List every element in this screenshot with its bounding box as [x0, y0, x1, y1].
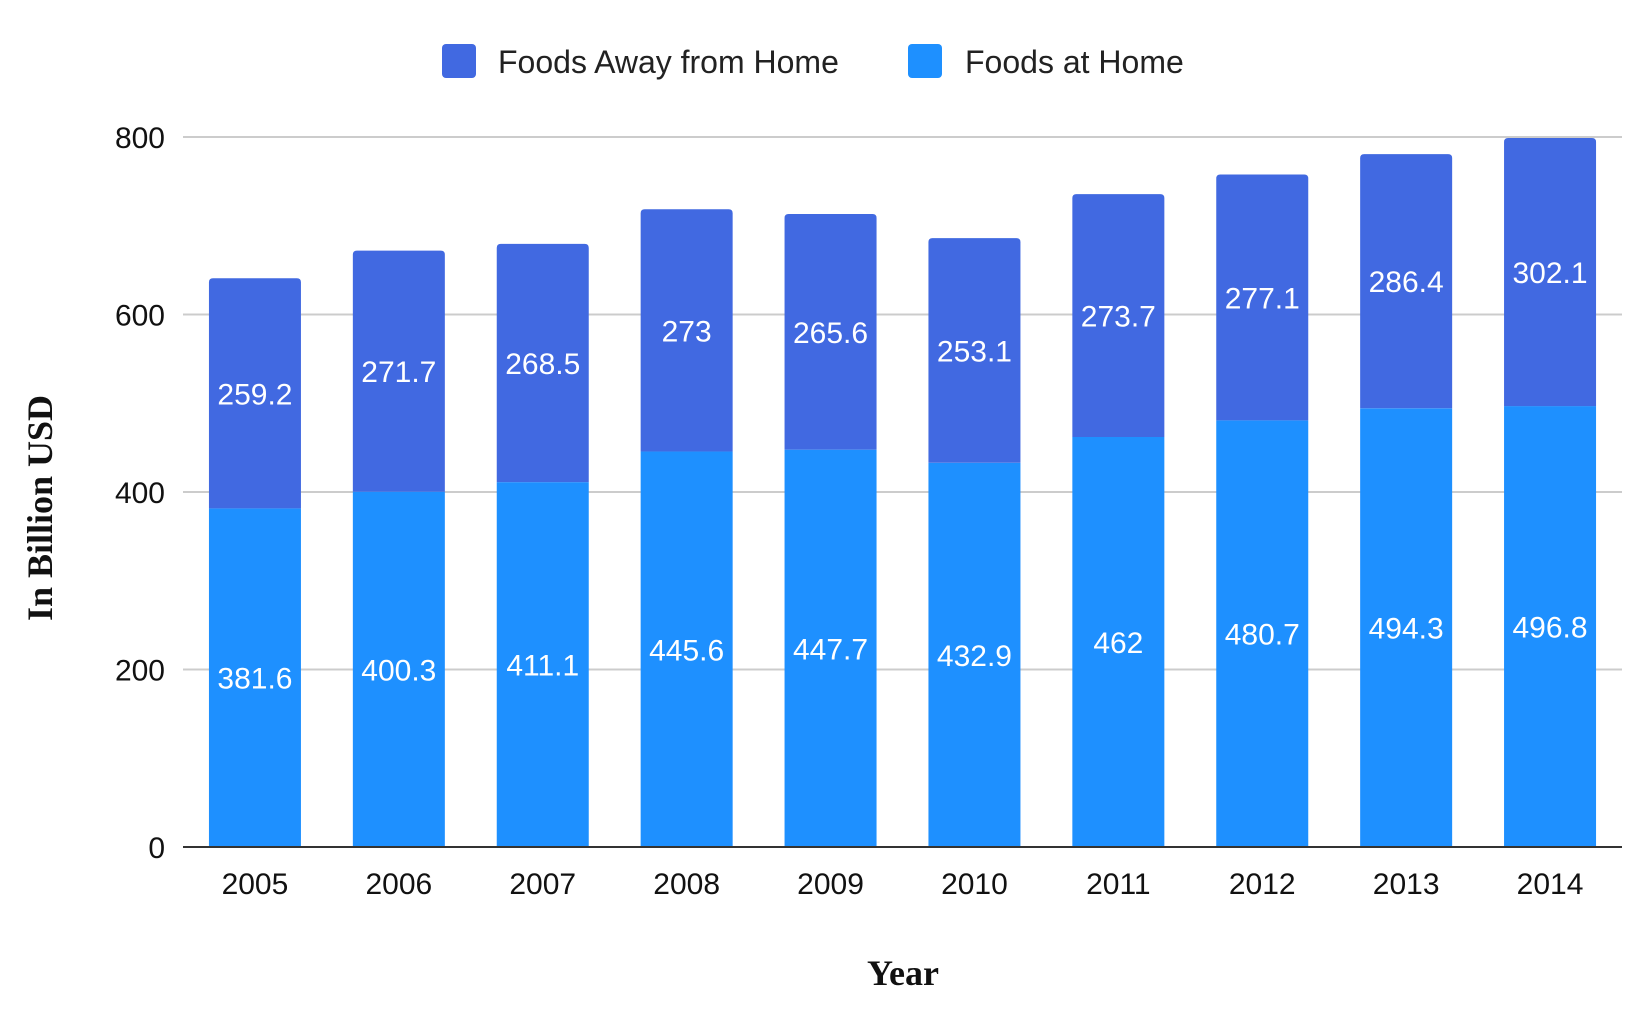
bar-foods-away-from-home — [1216, 174, 1309, 421]
data-label-foods-away-from-home: 273 — [662, 315, 712, 348]
y-tick-label: 200 — [115, 655, 165, 688]
bar-foods-at-home — [1504, 406, 1597, 847]
legend-swatch-foods-away — [442, 44, 476, 78]
bar-foods-at-home — [928, 462, 1021, 847]
data-labels: 381.6 259.2 400.3 271.7 411.1 268.5 445.6 273 44… — [217, 257, 1587, 696]
x-tick-label: 2012 — [1229, 868, 1296, 901]
data-label-foods-at-home: 462 — [1093, 627, 1143, 660]
data-label-foods-at-home: 494.3 — [1369, 613, 1444, 646]
data-label-foods-away-from-home: 302.1 — [1513, 257, 1588, 290]
data-label-foods-at-home: 381.6 — [217, 663, 292, 696]
legend-swatch-foods-home — [908, 44, 942, 78]
y-tick-label: 800 — [115, 122, 165, 155]
data-label-foods-at-home: 432.9 — [937, 640, 1012, 673]
data-label-foods-at-home: 496.8 — [1513, 612, 1588, 645]
legend-label-foods-home: Foods at Home — [965, 44, 1184, 80]
x-tick-label: 2010 — [941, 868, 1008, 901]
x-tick-labels: 2005 2006 2007 2008 2009 2010 2011 2012 2013 2014 — [222, 868, 1584, 901]
bar-foods-at-home — [208, 508, 301, 847]
y-tick-label: 400 — [115, 477, 165, 510]
data-label-foods-at-home: 445.6 — [649, 634, 724, 667]
x-tick-label: 2005 — [222, 868, 289, 901]
bar-foods-away-from-home — [784, 213, 877, 450]
bar-foods-at-home — [1360, 408, 1453, 847]
data-label-foods-at-home: 480.7 — [1225, 619, 1300, 652]
x-tick-label: 2006 — [365, 868, 432, 901]
x-axis-title: Year — [867, 953, 939, 993]
data-label-foods-away-from-home: 253.1 — [937, 335, 1012, 368]
bar-foods-away-from-home — [1360, 154, 1453, 409]
data-label-foods-away-from-home: 259.2 — [217, 378, 292, 411]
bar-foods-at-home — [640, 451, 733, 847]
bar-foods-away-from-home — [496, 243, 589, 483]
bar-foods-at-home — [352, 491, 445, 847]
data-label-foods-away-from-home: 286.4 — [1369, 266, 1444, 299]
bar-foods-away-from-home — [928, 238, 1021, 463]
y-tick-labels: 0 200 400 600 800 — [115, 122, 165, 865]
bar-foods-at-home — [1072, 436, 1165, 847]
bar-foods-at-home — [1216, 420, 1309, 847]
data-label-foods-at-home: 400.3 — [361, 654, 436, 687]
bar-foods-away-from-home — [1072, 194, 1165, 437]
data-label-foods-away-from-home: 271.7 — [361, 356, 436, 389]
x-tick-label: 2008 — [653, 868, 720, 901]
y-tick-label: 0 — [148, 832, 165, 865]
y-axis-title: In Billion USD — [20, 395, 60, 621]
bar-foods-at-home — [784, 449, 877, 847]
legend: Foods Away from Home Foods at Home — [442, 44, 1184, 80]
x-tick-label: 2007 — [509, 868, 576, 901]
bar-foods-away-from-home — [640, 209, 733, 452]
data-label-foods-away-from-home: 273.7 — [1081, 301, 1156, 334]
bar-foods-away-from-home — [1504, 137, 1597, 407]
data-label-foods-away-from-home: 268.5 — [505, 348, 580, 381]
x-tick-label: 2014 — [1517, 868, 1584, 901]
bar-foods-away-from-home — [208, 278, 301, 509]
bars — [208, 137, 1597, 847]
data-label-foods-at-home: 411.1 — [506, 650, 579, 683]
x-tick-label: 2013 — [1373, 868, 1440, 901]
y-tick-label: 600 — [115, 300, 165, 333]
data-label-foods-away-from-home: 265.6 — [793, 317, 868, 350]
x-tick-label: 2009 — [797, 868, 864, 901]
data-label-foods-at-home: 447.7 — [793, 633, 868, 666]
bar-foods-at-home — [496, 482, 589, 847]
legend-label-foods-away: Foods Away from Home — [498, 44, 839, 80]
data-label-foods-away-from-home: 277.1 — [1225, 282, 1300, 315]
x-tick-label: 2011 — [1086, 868, 1151, 901]
bar-foods-away-from-home — [352, 250, 445, 492]
